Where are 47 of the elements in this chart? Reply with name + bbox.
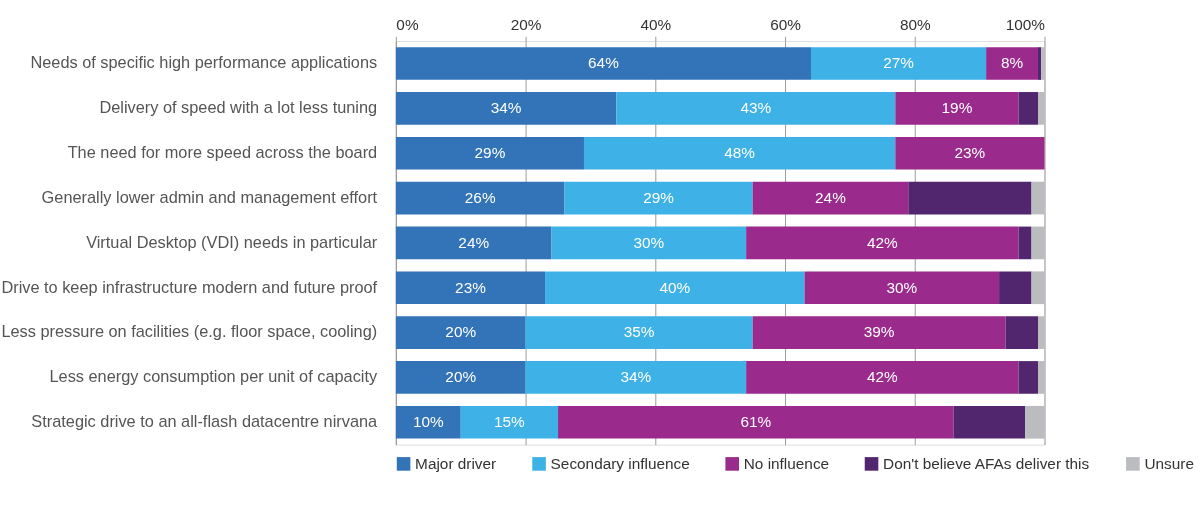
data-label: 40% — [659, 278, 691, 296]
x-tick-label: 0% — [396, 16, 419, 34]
data-label: 48% — [724, 144, 756, 162]
data-label: 20% — [445, 323, 477, 341]
data-label: 20% — [445, 368, 477, 386]
data-label: 24% — [458, 233, 490, 251]
data-label: 26% — [464, 188, 496, 206]
y-tick-label: Drive to keep infrastructure modern and future proof — [1, 277, 378, 296]
y-tick-label: Strategic drive to an all-flash datacentre nirvana — [31, 412, 379, 431]
data-label: 23% — [954, 144, 986, 162]
y-tick-label: Less energy consumption per unit of capacity — [49, 367, 378, 386]
data-label: 19% — [941, 99, 973, 117]
data-label: 34% — [490, 99, 522, 117]
y-tick-label: Generally lower admin and management effort — [41, 187, 378, 206]
x-tick-label: 60% — [770, 16, 802, 34]
x-tick-label: 80% — [899, 16, 931, 34]
x-tick-label: 20% — [510, 16, 542, 34]
y-tick-label: Less pressure on facilities (e.g. floor space, cooling) — [1, 322, 378, 341]
x-tick-label: 40% — [640, 16, 672, 34]
data-label: 24% — [815, 188, 847, 206]
data-label: 23% — [455, 278, 487, 296]
legend-label: Major driver — [415, 454, 497, 472]
y-tick-label: Needs of specific high performance applications — [30, 53, 378, 72]
data-label: 34% — [620, 368, 652, 386]
data-label: 42% — [866, 368, 899, 386]
data-label: 43% — [740, 99, 772, 117]
data-label: 10% — [412, 413, 445, 431]
y-tick-label: Delivery of speed with a lot less tuning — [99, 98, 378, 117]
data-label: 39% — [863, 323, 895, 341]
legend-label: No influence — [743, 454, 830, 472]
y-tick-label: The need for more speed across the board — [67, 143, 378, 162]
legend-label: Secondary influence — [550, 454, 690, 472]
x-tick-label: 100% — [1005, 16, 1046, 34]
data-label: 61% — [740, 413, 772, 431]
data-label: 30% — [886, 278, 918, 296]
data-label: 27% — [883, 54, 915, 72]
y-tick-label: Virtual Desktop (VDI) needs in particular — [86, 232, 378, 251]
legend-label: Unsure — [1144, 454, 1194, 472]
data-label: 35% — [623, 323, 655, 341]
data-label: 42% — [866, 233, 899, 251]
data-label: 29% — [474, 144, 506, 162]
data-label: 8% — [1000, 54, 1024, 72]
data-label: 64% — [588, 54, 620, 72]
data-label: 30% — [633, 233, 665, 251]
data-label: 29% — [643, 188, 675, 206]
data-label: 15% — [494, 413, 526, 431]
legend-label: Don't believe AFAs deliver this — [883, 454, 1090, 472]
